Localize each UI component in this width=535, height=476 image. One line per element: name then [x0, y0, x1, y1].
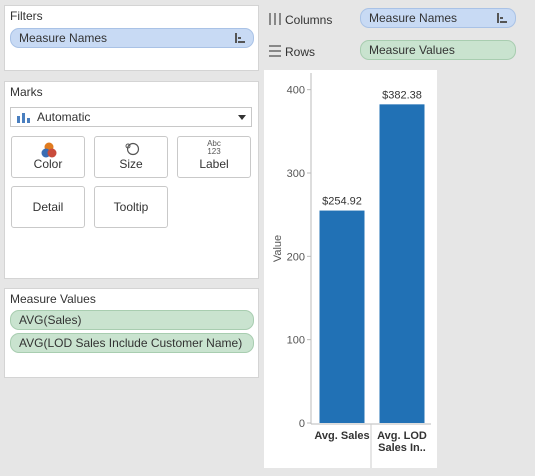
columns-icon	[269, 13, 281, 25]
detail-button-label: Detail	[32, 200, 64, 214]
label-icon-bottom: 123	[207, 147, 221, 156]
x-category-label: Avg. Sales	[314, 430, 369, 442]
measure-pill-avg-lod-sales[interactable]: AVG(LOD Sales Include Customer Name)	[10, 333, 254, 353]
measure-pill-label: AVG(Sales)	[19, 313, 82, 327]
x-category-label: Avg. LOD	[377, 430, 427, 442]
color-button-label: Color	[33, 157, 63, 171]
rows-shelf: Rows Measure Values	[264, 38, 535, 64]
measure-values-title: Measure Values	[10, 292, 96, 306]
detail-button[interactable]: Detail	[11, 186, 85, 228]
mark-type-dropdown[interactable]: Automatic	[10, 107, 252, 127]
size-icon	[125, 142, 140, 156]
columns-shelf: Columns Measure Names	[264, 6, 535, 32]
bar-chart: Value 0 100 200 300 400 $254.92 Avg. Sales $382.…	[272, 73, 431, 468]
measure-pill-avg-sales[interactable]: AVG(Sales)	[10, 310, 254, 330]
rows-icon	[269, 45, 281, 57]
sort-icon	[497, 13, 507, 23]
columns-label: Columns	[285, 13, 333, 27]
bar	[379, 104, 425, 423]
y-tick-label: 400	[287, 85, 305, 97]
filters-panel: Filters Measure Names	[4, 5, 259, 71]
y-tick-label: 100	[287, 335, 305, 347]
tooltip-button-label: Tooltip	[113, 200, 149, 214]
bar-data-label: $382.38	[382, 89, 422, 101]
color-button[interactable]: Color	[11, 136, 85, 178]
bar	[319, 210, 365, 423]
mark-type-value: Automatic	[37, 110, 91, 124]
rows-pill-label: Measure Values	[369, 43, 455, 57]
marks-title: Marks	[10, 85, 43, 99]
color-icon	[41, 142, 57, 158]
measure-values-panel: Measure Values AVG(Sales) AVG(LOD Sales …	[4, 288, 259, 378]
filters-title: Filters	[10, 9, 43, 23]
label-button-label: Label	[199, 157, 229, 171]
label-button[interactable]: Abc 123 Label	[177, 136, 251, 178]
chart-area: Value 0 100 200 300 400 $254.92 Avg. Sales $382.…	[264, 70, 437, 468]
chevron-down-icon	[238, 115, 246, 120]
x-category-label: Sales In..	[378, 442, 426, 454]
bar-chart-icon	[17, 113, 30, 123]
y-tick-label: 0	[299, 418, 305, 430]
rows-pill-measure-values[interactable]: Measure Values	[360, 40, 516, 60]
columns-pill-label: Measure Names	[369, 11, 458, 25]
y-axis-title: Value	[272, 235, 284, 262]
sort-icon	[235, 33, 245, 43]
columns-pill-measure-names[interactable]: Measure Names	[360, 8, 516, 28]
bar-data-label: $254.92	[322, 196, 362, 208]
size-button[interactable]: Size	[94, 136, 168, 178]
filter-pill-measure-names[interactable]: Measure Names	[10, 28, 254, 48]
tooltip-button[interactable]: Tooltip	[94, 186, 168, 228]
rows-label: Rows	[285, 45, 316, 59]
y-tick-label: 300	[287, 168, 305, 180]
y-tick-label: 200	[287, 251, 305, 263]
label-icon: Abc 123	[178, 140, 250, 156]
filter-pill-label: Measure Names	[19, 31, 108, 45]
label-icon-top: Abc	[207, 139, 221, 148]
size-button-label: Size	[119, 157, 143, 171]
measure-pill-label: AVG(LOD Sales Include Customer Name)	[19, 336, 243, 350]
